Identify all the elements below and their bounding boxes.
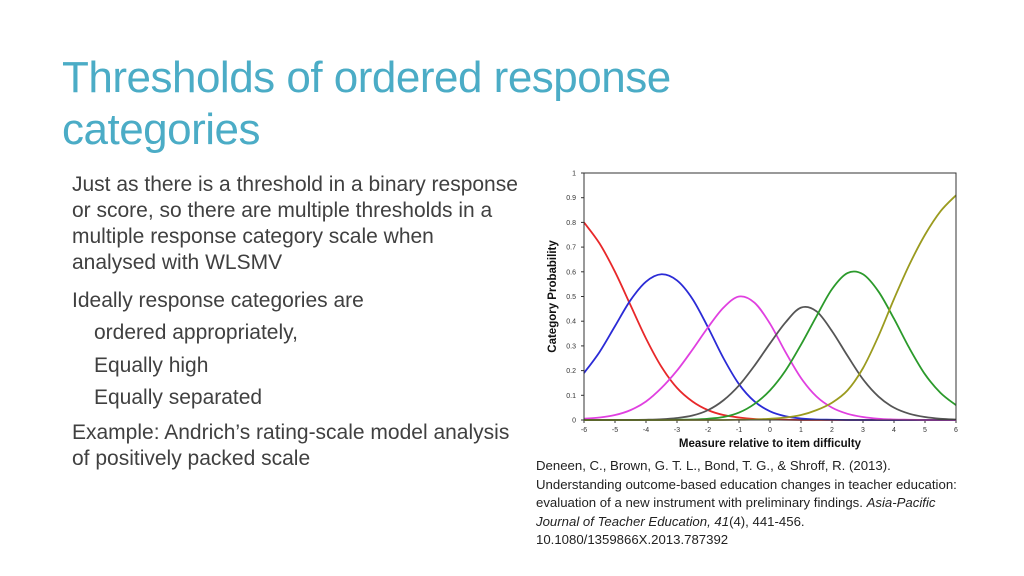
x-tick-label: 5 bbox=[923, 427, 927, 434]
citation-journal: Asia-Pacific Journal of Teacher Educatio… bbox=[536, 495, 936, 529]
citation: Deneen, C., Brown, G. T. L., Bond, T. G.… bbox=[536, 457, 976, 550]
x-axis-label: Measure relative to item difficulty bbox=[679, 438, 862, 450]
list-item: Equally high bbox=[94, 353, 209, 377]
paragraph-example: Example: Andrich’s rating-scale model an… bbox=[72, 421, 510, 470]
y-tick-label: 0.8 bbox=[566, 220, 576, 227]
x-tick-label: -3 bbox=[674, 427, 680, 434]
x-tick-label: -5 bbox=[612, 427, 618, 434]
chart-svg: 0 0.1 0.2 0.3 0.4 0.5 0.6 0.7 0.8 0.9 1 -6 -5 -4 -3 -2… bbox=[547, 171, 958, 451]
y-tick-label: 1 bbox=[572, 171, 576, 178]
slide-body: Just as there is a threshold in a binary… bbox=[72, 172, 522, 484]
y-tick-label: 0.4 bbox=[566, 319, 576, 326]
plot-frame bbox=[583, 172, 957, 421]
x-tick-label: 2 bbox=[830, 427, 834, 434]
x-tick-label: 6 bbox=[954, 427, 958, 434]
paragraph-intro: Just as there is a threshold in a binary… bbox=[72, 173, 518, 274]
x-tick-label: 1 bbox=[799, 427, 803, 434]
x-tick-label: -4 bbox=[643, 427, 649, 434]
x-tick-label: 0 bbox=[768, 427, 772, 434]
paragraph-ideally: Ideally response categories are bbox=[72, 289, 364, 312]
y-tick-label: 0.6 bbox=[566, 269, 576, 276]
x-tick-label: -2 bbox=[705, 427, 711, 434]
list-item: Equally separated bbox=[94, 386, 263, 409]
category-curve-5 bbox=[584, 270, 957, 421]
y-tick-label: 0 bbox=[572, 418, 576, 425]
y-tick-label: 0.9 bbox=[566, 195, 576, 202]
citation-authors: Deneen, C., Brown, G. T. L., Bond, T. G.… bbox=[536, 458, 957, 511]
list-item: ordered appropriately, bbox=[94, 321, 298, 344]
x-tick-label: -6 bbox=[581, 427, 587, 434]
slide-title: Thresholds of ordered response categorie… bbox=[62, 53, 671, 154]
y-tick-label: 0.1 bbox=[566, 393, 576, 400]
y-tick-label: 0.7 bbox=[566, 245, 576, 252]
y-tick-label: 0.3 bbox=[566, 343, 576, 350]
y-axis-label: Category Probability bbox=[547, 240, 559, 353]
criteria-list: ordered appropriately, Equally high Equa… bbox=[72, 320, 522, 411]
y-tick-label: 0.5 bbox=[566, 294, 576, 301]
y-tick-label: 0.2 bbox=[566, 368, 576, 375]
category-curve-3 bbox=[583, 295, 956, 421]
category-curve-6 bbox=[584, 194, 957, 421]
citation-issue: (4), 441-456. 10.1080/1359866X.2013.7873… bbox=[536, 513, 805, 548]
category-probability-chart: 0 0.1 0.2 0.3 0.4 0.5 0.6 0.7 0.8 0.9 1 -6 -5 -4 -3 -2… bbox=[540, 165, 964, 455]
x-tick-label: -1 bbox=[736, 427, 742, 434]
category-curve-2 bbox=[583, 273, 956, 421]
x-tick-label: 3 bbox=[861, 427, 865, 434]
x-tick-label: 4 bbox=[892, 427, 896, 434]
